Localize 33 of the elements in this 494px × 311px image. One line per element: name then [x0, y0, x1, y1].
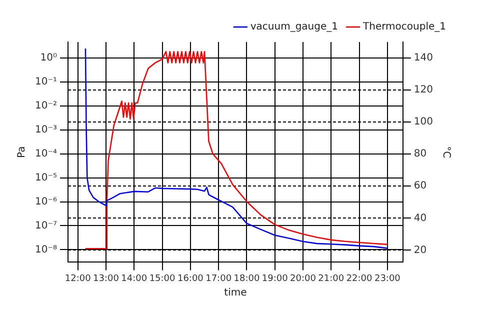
y2-tick-label: 40	[414, 212, 427, 224]
y-tick-label: 10⁻³	[34, 124, 58, 136]
y-tick-label: 10⁻⁷	[34, 220, 58, 232]
y2-tick-label: 100	[414, 116, 434, 128]
x-tick-label: 18:00	[234, 274, 260, 284]
y2-tick-label: 80	[414, 148, 427, 160]
y2-tick-label: 140	[414, 52, 434, 64]
y-tick-label: 10⁰	[40, 52, 58, 64]
x-tick-label: 17:00	[206, 274, 232, 284]
x-tick-label: 16:00	[177, 274, 204, 284]
y-tick-label: 10⁻¹	[34, 76, 58, 88]
y2-tick-label: 20	[414, 244, 427, 256]
y2-tick-label: 60	[414, 180, 427, 192]
x-tick-label: 15:00	[149, 274, 176, 284]
x-tick-label: 13:00	[93, 274, 120, 284]
x-axis-title: time	[224, 288, 247, 299]
x-tick-label: 20:00	[290, 274, 316, 284]
y-tick-label: 10⁻⁸	[34, 244, 58, 256]
x-tick-label: 23:00	[374, 274, 401, 284]
x-tick-label: 12:00	[64, 274, 92, 284]
x-tick-label: 19:00	[262, 274, 288, 284]
y-tick-label: 10⁻⁶	[34, 196, 58, 208]
legend-label: Thermocouple_1	[362, 22, 446, 33]
y-axis-title: Pa	[16, 146, 28, 158]
y-tick-label: 10⁻²	[34, 100, 58, 112]
x-tick-label: 22:00	[346, 274, 373, 284]
x-tick-label: 14:00	[121, 274, 148, 284]
y-tick-label: 10⁻⁴	[34, 148, 58, 160]
y-tick-label: 10⁻⁵	[34, 172, 58, 184]
x-tick-label: 21:00	[318, 274, 344, 284]
y2-tick-label: 120	[414, 84, 434, 96]
legend-label: vacuum_gauge_1	[250, 22, 338, 33]
y2-axis-title: °C	[440, 146, 452, 158]
